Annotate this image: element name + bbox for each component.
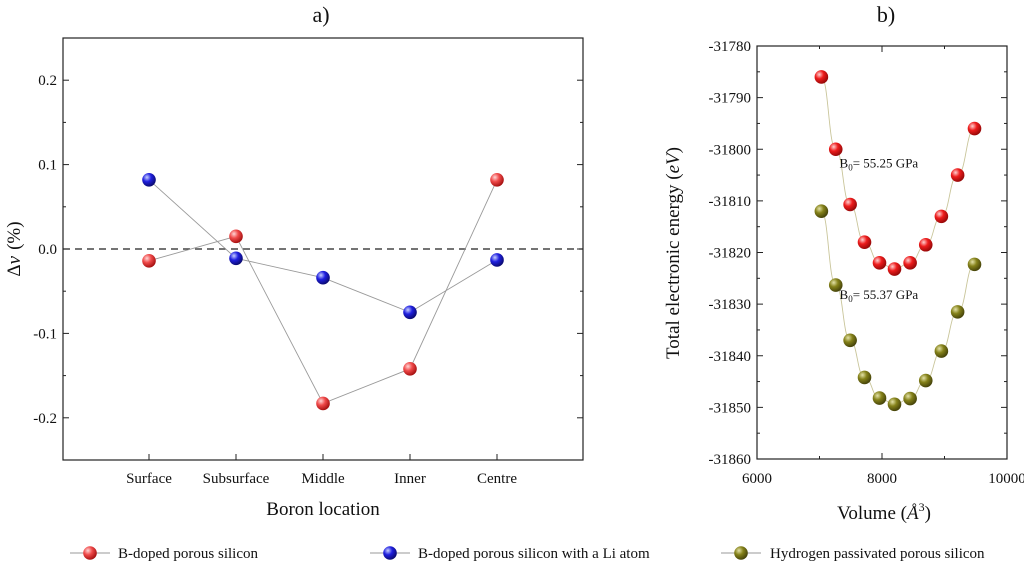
data-point <box>934 344 949 358</box>
x-tick-label: Inner <box>394 471 426 487</box>
annotation-value: = 55.37 GPa <box>853 287 919 302</box>
data-point <box>857 235 872 249</box>
y-tick-label: -31850 <box>709 400 752 416</box>
panel-a-x-axis-title: Boron location <box>266 499 380 520</box>
y-tick-label: 0.1 <box>38 158 57 174</box>
y-tick-label: 0.0 <box>38 242 57 258</box>
y-tick-label: -31840 <box>709 349 752 365</box>
y-tick-label: -31810 <box>709 194 752 210</box>
legend-marker <box>734 546 748 560</box>
panel-b-x-axis-title: Volume (Å3) <box>837 500 931 524</box>
y-tick-label: -31820 <box>709 246 752 262</box>
panel-b-y-ticks: -31780 -31790 -31800 -31810 -31820 -31830 -318… <box>709 39 1007 468</box>
panel-b-series-lines <box>820 76 975 405</box>
y-tick-label: -31780 <box>709 39 752 55</box>
data-point <box>934 209 949 224</box>
data-point <box>828 278 843 292</box>
data-point <box>950 168 965 182</box>
data-point <box>872 391 887 405</box>
panel-a-series-points <box>142 172 504 411</box>
y-title-var: v <box>4 255 25 264</box>
data-point <box>316 270 330 285</box>
x-tick-label: Middle <box>301 471 345 487</box>
data-point <box>903 391 917 406</box>
data-point <box>967 257 982 272</box>
data-point <box>872 256 887 270</box>
data-point <box>229 251 243 266</box>
panel-a-y-ticks: 0.2 0.1 0.0 -0.1 -0.2 <box>33 73 583 427</box>
y-tick-label: -31800 <box>709 142 752 158</box>
data-point <box>903 256 917 270</box>
panel-b-x-ticks: 6000 8000 10000 <box>742 46 1024 487</box>
x-title-prefix: Volume ( <box>837 503 907 524</box>
data-point <box>828 142 843 157</box>
annotation-subscript: 0 <box>848 162 853 172</box>
x-tick-label: Subsurface <box>203 471 270 487</box>
data-point <box>142 254 156 268</box>
panel-b-title: b) <box>877 2 895 27</box>
y-title-unit: (%) <box>4 221 25 249</box>
x-title-symbol: Å <box>905 503 919 524</box>
x-tick-label: 10000 <box>988 471 1024 487</box>
panel-b-series-points <box>814 70 982 412</box>
x-title-sup: 3 <box>919 500 925 514</box>
legend-label: B-doped porous silicon <box>118 546 258 562</box>
bulk-modulus-annotation: B0= 55.37 GPa <box>840 287 919 304</box>
x-tick-label: Surface <box>126 471 172 487</box>
annotation-subscript: 0 <box>848 294 853 304</box>
panel-a: a) 0.2 0.1 0.0 -0.1 -0.2 Surface Subsurface Mi… <box>4 2 584 520</box>
y-tick-label: -31830 <box>709 297 752 313</box>
panel-a-series-lines <box>148 179 498 405</box>
data-point <box>229 229 243 244</box>
panel-a-x-ticks: Surface Subsurface Middle Inner Centre <box>126 454 517 487</box>
x-tick-label: 8000 <box>867 471 897 487</box>
data-point <box>950 305 965 319</box>
panel-a-y-axis-title: Δv (%) <box>4 221 25 276</box>
data-point <box>403 362 417 376</box>
annotation-base: B <box>840 155 849 170</box>
x-title-suffix: ) <box>925 503 931 524</box>
data-point <box>918 373 933 388</box>
y-title-delta: Δ <box>4 264 25 276</box>
y-tick-label: -31790 <box>709 91 752 107</box>
data-point <box>918 237 933 252</box>
x-tick-label: Centre <box>477 471 517 487</box>
data-point <box>403 305 417 320</box>
panel-b-y-axis-title: Total electronic energy (eV) <box>663 147 684 359</box>
data-point <box>843 197 857 212</box>
data-point <box>490 172 504 187</box>
data-point <box>887 262 902 276</box>
data-point <box>843 333 857 348</box>
legend-marker <box>83 546 97 560</box>
data-point <box>887 397 902 412</box>
fit-curve <box>820 210 975 405</box>
legend-label: B-doped porous silicon with a Li atom <box>418 546 650 562</box>
y-tick-label: 0.2 <box>38 73 57 89</box>
legend-marker <box>383 546 397 560</box>
data-point <box>967 121 982 136</box>
y-title-unit: eV <box>663 151 684 173</box>
y-title-prefix: Total electronic energy ( <box>663 173 684 359</box>
annotation-base: B <box>840 287 849 302</box>
data-point <box>142 172 156 187</box>
y-tick-label: -0.1 <box>33 326 57 342</box>
x-tick-label: 6000 <box>742 471 772 487</box>
data-point <box>814 204 829 218</box>
legend-label: Hydrogen passivated porous silicon <box>770 546 985 562</box>
data-point <box>490 253 504 267</box>
legend: B-doped porous silicon B-doped porous sil… <box>70 546 985 562</box>
y-title-suffix: ) <box>663 147 684 153</box>
data-point <box>316 396 330 411</box>
bulk-modulus-annotation: B0= 55.25 GPa <box>840 155 919 172</box>
data-point <box>814 70 829 84</box>
panel-a-title: a) <box>312 2 329 27</box>
y-tick-label: -31860 <box>709 452 752 468</box>
data-point <box>857 370 872 385</box>
y-tick-label: -0.2 <box>33 411 57 427</box>
panel-b: b) -31780-31790-31800-31810-31820-31830-… <box>663 2 1024 524</box>
annotation-value: = 55.25 GPa <box>853 155 919 170</box>
